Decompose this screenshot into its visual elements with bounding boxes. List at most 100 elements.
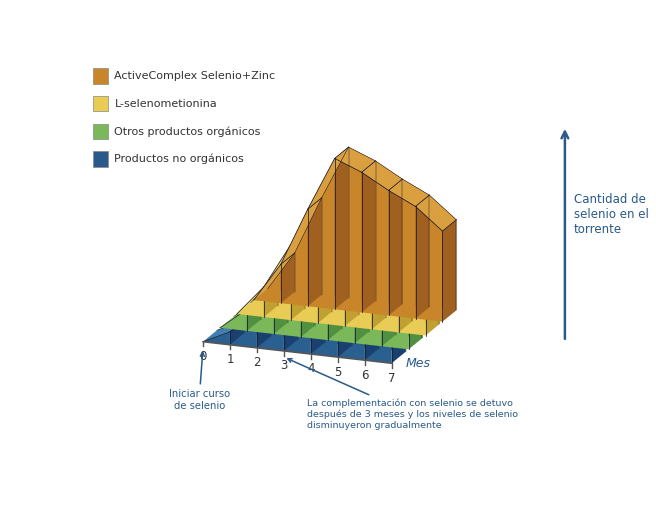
Polygon shape	[230, 306, 271, 332]
Text: 4: 4	[307, 363, 314, 376]
Polygon shape	[254, 253, 295, 300]
Polygon shape	[257, 298, 298, 318]
Polygon shape	[359, 211, 386, 318]
Polygon shape	[288, 244, 315, 326]
Text: Iniciar curso
de selenio: Iniciar curso de selenio	[169, 352, 230, 411]
Polygon shape	[355, 274, 396, 299]
Polygon shape	[318, 200, 359, 223]
Polygon shape	[355, 274, 369, 343]
Polygon shape	[325, 306, 352, 346]
Polygon shape	[230, 321, 244, 345]
Polygon shape	[335, 159, 361, 312]
Polygon shape	[291, 200, 332, 244]
Polygon shape	[217, 321, 244, 334]
Polygon shape	[257, 310, 284, 351]
Polygon shape	[413, 248, 440, 324]
Polygon shape	[382, 287, 396, 347]
Polygon shape	[271, 298, 298, 339]
Polygon shape	[284, 310, 311, 354]
Polygon shape	[274, 267, 288, 334]
Polygon shape	[318, 211, 344, 326]
Polygon shape	[315, 244, 342, 329]
Polygon shape	[399, 248, 440, 279]
Text: Otros productos orgánicos: Otros productos orgánicos	[114, 126, 261, 137]
Text: 3: 3	[280, 359, 287, 372]
Polygon shape	[352, 315, 379, 349]
Polygon shape	[361, 172, 388, 315]
Polygon shape	[237, 276, 277, 314]
Polygon shape	[338, 315, 379, 336]
Polygon shape	[251, 276, 277, 306]
Polygon shape	[301, 244, 315, 337]
Polygon shape	[234, 298, 261, 320]
Text: Productos no orgánicos: Productos no orgánicos	[114, 154, 244, 164]
Text: 6: 6	[361, 369, 369, 382]
Polygon shape	[308, 147, 348, 209]
Polygon shape	[268, 253, 295, 292]
Text: Cantidad de
selenio en el
torrente: Cantidad de selenio en el torrente	[574, 193, 649, 236]
Polygon shape	[318, 200, 332, 323]
Polygon shape	[257, 306, 271, 348]
Text: 1: 1	[226, 353, 234, 366]
Polygon shape	[311, 306, 325, 354]
Polygon shape	[415, 195, 430, 319]
Polygon shape	[365, 336, 392, 363]
Polygon shape	[247, 267, 288, 309]
Polygon shape	[338, 315, 352, 357]
Polygon shape	[220, 309, 247, 331]
Bar	[93, 151, 108, 167]
Polygon shape	[203, 332, 230, 345]
Polygon shape	[254, 264, 281, 303]
Polygon shape	[291, 233, 304, 320]
Polygon shape	[379, 325, 405, 352]
Text: 5: 5	[334, 366, 341, 379]
Polygon shape	[386, 232, 413, 321]
Polygon shape	[301, 244, 342, 269]
Polygon shape	[281, 253, 295, 303]
Text: La complementación con selenio se detuvo
después de 3 meses y los niveles de sel: La complementación con selenio se detuvo…	[288, 358, 518, 429]
Polygon shape	[274, 244, 315, 278]
Polygon shape	[304, 200, 332, 312]
Polygon shape	[298, 298, 325, 342]
Polygon shape	[402, 179, 430, 307]
Polygon shape	[371, 232, 413, 259]
Bar	[93, 124, 108, 139]
Polygon shape	[284, 298, 298, 351]
Polygon shape	[409, 304, 422, 349]
Polygon shape	[338, 327, 365, 360]
Polygon shape	[375, 161, 402, 304]
Polygon shape	[332, 200, 359, 315]
Polygon shape	[311, 318, 338, 357]
Text: 7: 7	[388, 372, 396, 385]
Polygon shape	[264, 276, 277, 317]
Text: Mes: Mes	[405, 357, 430, 370]
Polygon shape	[308, 159, 335, 309]
Polygon shape	[369, 274, 396, 335]
Polygon shape	[426, 268, 440, 336]
Polygon shape	[392, 335, 405, 363]
Polygon shape	[371, 232, 386, 329]
Polygon shape	[321, 147, 348, 298]
Polygon shape	[415, 207, 442, 322]
Polygon shape	[244, 306, 271, 337]
Polygon shape	[388, 191, 415, 319]
Polygon shape	[365, 325, 405, 346]
Polygon shape	[399, 259, 426, 336]
Text: ActiveComplex Selenio+Zinc: ActiveComplex Selenio+Zinc	[114, 71, 276, 81]
Polygon shape	[328, 257, 342, 340]
Polygon shape	[355, 285, 382, 347]
Text: L-selenometionina: L-selenometionina	[114, 99, 217, 109]
Polygon shape	[203, 321, 244, 342]
Polygon shape	[342, 257, 369, 332]
Polygon shape	[382, 287, 422, 315]
Polygon shape	[348, 147, 375, 301]
Polygon shape	[295, 198, 321, 295]
Polygon shape	[291, 211, 318, 323]
Polygon shape	[382, 299, 409, 349]
Polygon shape	[277, 233, 304, 309]
Polygon shape	[399, 248, 413, 333]
Text: 0: 0	[199, 350, 207, 363]
Polygon shape	[388, 179, 402, 315]
Polygon shape	[361, 161, 375, 312]
Polygon shape	[274, 255, 301, 337]
